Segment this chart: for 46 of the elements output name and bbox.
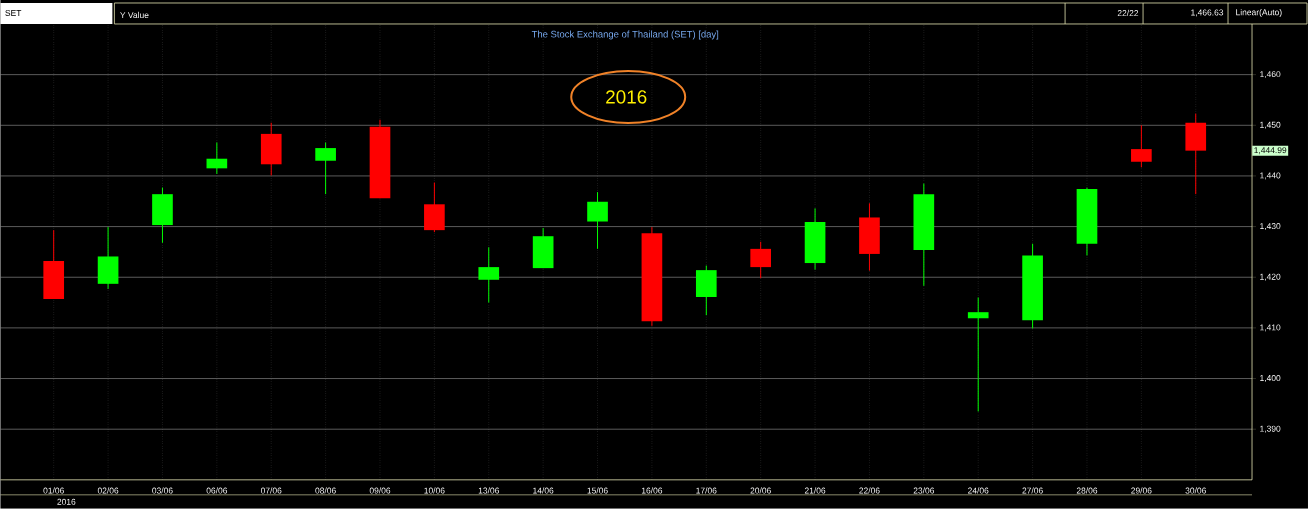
- candlestick: [967, 297, 989, 413]
- x-tick-label: 27/06: [1022, 487, 1043, 494]
- text: 22/22: [1117, 9, 1139, 17]
- text: The Stock Exchange of Thailand (SET) [day]: [531, 30, 719, 40]
- x-tick-label: 22/06: [859, 487, 880, 494]
- x-tick-label: 14/06: [533, 487, 554, 494]
- text: 1,466.63: [1191, 9, 1224, 17]
- x-tick-label: 28/06: [1076, 487, 1098, 494]
- text: Y Value: [120, 11, 149, 19]
- y-tick-label: 1,410: [1260, 324, 1281, 332]
- candlestick: [1131, 124, 1152, 168]
- text: Linear(Auto): [1236, 9, 1282, 17]
- text: 1,444.99: [1254, 147, 1287, 155]
- x-tick-label: 13/06: [478, 487, 499, 494]
- x-tick-label: 08/06: [315, 487, 336, 494]
- text: 2016: [57, 498, 76, 505]
- annotation: 2016: [606, 90, 647, 104]
- text: SET: [5, 10, 22, 17]
- candlestick: [478, 246, 500, 304]
- x-tick-label: 17/06: [696, 487, 717, 494]
- y-tick-label: 1,440: [1260, 172, 1281, 180]
- x-tick-label: 23/06: [913, 487, 935, 494]
- x-tick-label: 16/06: [641, 487, 663, 494]
- y-tick-label: 1,420: [1260, 273, 1281, 281]
- x-tick-label: 01/06: [43, 487, 64, 494]
- x-tick-label: 20/06: [750, 487, 771, 494]
- candlestick: [206, 142, 228, 175]
- x-tick-label: 24/06: [968, 487, 989, 494]
- y-tick-label: 1,390: [1260, 425, 1281, 433]
- y-tick-label: 1,460: [1260, 71, 1281, 79]
- x-tick-label: 02/06: [97, 487, 119, 494]
- x-tick-label: 29/06: [1131, 487, 1152, 494]
- candlestick: [315, 142, 336, 195]
- x-tick-label: 03/06: [152, 487, 173, 494]
- y-tick-label: 1,430: [1260, 223, 1281, 231]
- x-tick-label: 30/06: [1185, 487, 1206, 494]
- x-tick-label: 07/06: [260, 487, 282, 494]
- y-tick-label: 1,400: [1260, 375, 1281, 383]
- x-tick-label: 09/06: [369, 487, 391, 494]
- x-tick-label: 10/06: [424, 487, 445, 494]
- y-tick-label: 1,450: [1260, 121, 1281, 129]
- x-tick-label: 15/06: [587, 487, 608, 494]
- x-tick-label: 06/06: [206, 487, 228, 494]
- x-tick-label: 21/06: [804, 487, 826, 494]
- candlestick: [587, 191, 608, 250]
- candlestick: [750, 241, 772, 279]
